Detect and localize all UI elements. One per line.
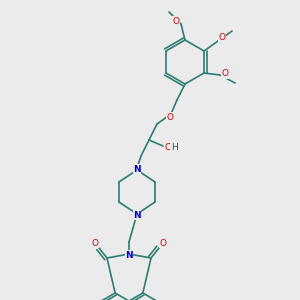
Text: N: N — [133, 211, 141, 220]
Text: N: N — [125, 250, 133, 260]
Text: H: H — [171, 143, 177, 152]
Text: O: O — [164, 142, 172, 152]
Text: O: O — [167, 112, 173, 122]
Text: O: O — [222, 70, 229, 79]
Text: O: O — [172, 16, 179, 26]
Text: O: O — [92, 238, 98, 247]
Text: O: O — [160, 238, 167, 247]
Text: N: N — [133, 164, 141, 173]
Text: N: N — [133, 164, 141, 173]
Text: O: O — [219, 34, 226, 43]
